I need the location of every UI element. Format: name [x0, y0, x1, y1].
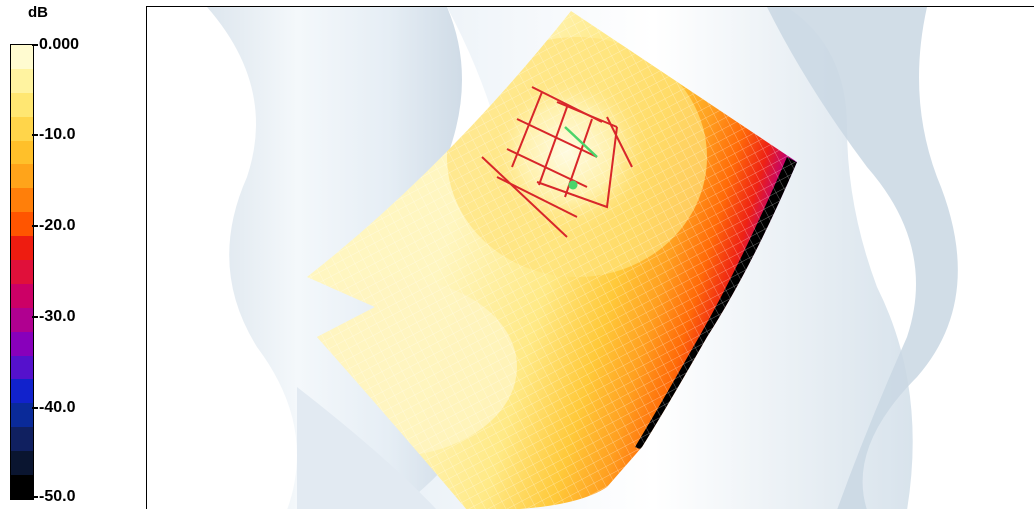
- colorbar-swatch: [11, 403, 33, 428]
- feed-point-marker: [568, 180, 578, 190]
- body-right-shape: [767, 7, 958, 509]
- colorbar-swatch: [11, 331, 33, 356]
- colorbar-tick-4: -40.0: [32, 400, 75, 416]
- antenna-wireframe: [481, 86, 633, 238]
- colorbar-tick-5: -50.0: [32, 489, 75, 505]
- colorbar-swatch: [11, 188, 33, 213]
- colorbar-swatch: [11, 116, 33, 141]
- colorbar-swatch: [11, 475, 33, 499]
- colorbar-swatch: [11, 427, 33, 452]
- feed-point-line: [564, 126, 598, 158]
- colorbar-tick-1: -10.0: [32, 127, 75, 143]
- colorbar-swatch: [11, 379, 33, 404]
- colorbar-swatch: [11, 92, 33, 117]
- colorbar-swatch: [11, 140, 33, 165]
- colorbar-tick-3: -30.0: [32, 309, 75, 325]
- colorbar-swatch: [11, 68, 33, 93]
- colorbar-gradient: [10, 44, 34, 500]
- colorbar-swatch: [11, 451, 33, 476]
- colorbar-tick-0: 0.000: [32, 37, 79, 53]
- colorbar-swatch: [11, 283, 33, 308]
- colorbar-legend: dB 0.000 -10.0 -20.0 -30.0 -40.0 -50.0: [0, 0, 140, 509]
- colorbar-swatch: [11, 164, 33, 189]
- colorbar-swatch: [11, 260, 33, 284]
- colorbar-swatch: [11, 236, 33, 261]
- 3d-viewport[interactable]: [146, 6, 1034, 509]
- colorbar-swatch: [11, 355, 33, 380]
- colorbar-swatch: [11, 212, 33, 237]
- body-lower-shape: [297, 387, 437, 509]
- colorbar-swatch: [11, 307, 33, 332]
- colorbar-tick-2: -20.0: [32, 218, 75, 234]
- colorbar-unit-label: dB: [28, 4, 48, 21]
- 3d-scene[interactable]: [147, 7, 1034, 509]
- colorbar-swatch: [11, 45, 33, 69]
